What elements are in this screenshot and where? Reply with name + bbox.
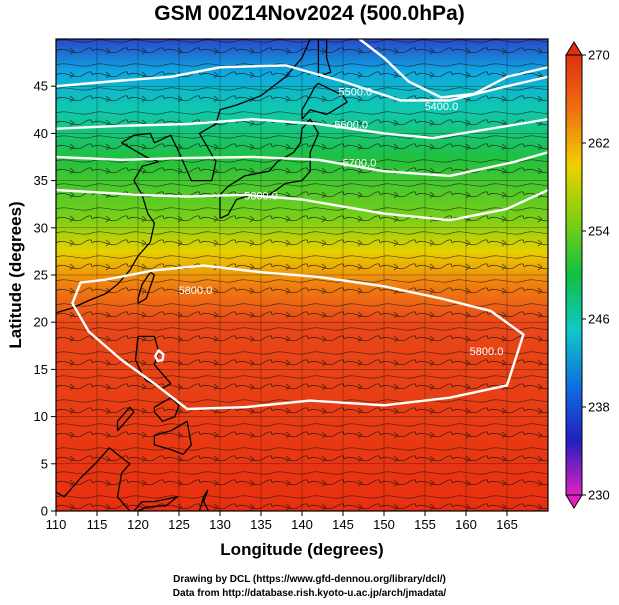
x-tick-label: 145 [332, 517, 354, 532]
y-tick-label: 10 [34, 409, 48, 424]
coastline-mindanao [153, 420, 192, 456]
contour-label: 5700.0 [343, 157, 377, 169]
contour-labels: 5800.0 5800.0 5800.0 5700.0 5600.0 5500.0 5400… [179, 87, 504, 359]
x-tick-label: 150 [373, 517, 395, 532]
x-axis-ticks: 110 115 120 125 130 135 140 145 150 155 160 165 [46, 511, 518, 532]
x-tick-label: 130 [209, 517, 231, 532]
contour-label: 5400.0 [425, 101, 459, 113]
credit-data-source: Data from http://database.rish.kyoto-u.a… [172, 588, 447, 599]
colorbar-tick-label: 254 [588, 224, 610, 239]
contour-5800-tropical [71, 264, 525, 411]
contour-label: 5800.0 [470, 346, 504, 358]
y-axis-ticks: 0 5 10 15 20 25 30 35 40 45 [34, 79, 56, 519]
y-tick-label: 5 [41, 456, 48, 471]
grid-lines [56, 39, 548, 511]
colorbar-tick-label: 270 [588, 48, 610, 63]
credit-drawing: Drawing by DCL (https://www.gfd-dennou.o… [173, 574, 446, 585]
colorbar-ticks: 230 238 246 254 262 270 [582, 48, 610, 503]
y-tick-label: 20 [34, 315, 48, 330]
contour-label: 5800.0 [179, 285, 213, 297]
contour-5700 [56, 151, 548, 178]
x-tick-label: 165 [496, 517, 518, 532]
y-tick-label: 45 [34, 79, 48, 94]
colorbar-max-arrow [565, 41, 583, 56]
colorbar-tick-label: 262 [588, 136, 610, 151]
x-tick-label: 110 [46, 517, 67, 532]
contour-5600 [56, 118, 548, 140]
height-contours [56, 39, 548, 411]
contour-5800-south [56, 188, 548, 222]
contour-5400 [358, 39, 548, 99]
colorbar-min-arrow [565, 494, 583, 509]
x-tick-label: 120 [127, 517, 149, 532]
colorbar-tick-label: 246 [588, 312, 610, 327]
y-tick-label: 15 [34, 362, 48, 377]
contour-label: 5800.0 [244, 190, 278, 202]
contour-5880 [154, 349, 165, 363]
coastline-sakhalin [317, 39, 332, 78]
coastline-asia [56, 39, 311, 314]
contour-label: 5500.0 [338, 87, 372, 99]
x-tick-label: 135 [250, 517, 272, 532]
contour-5500 [56, 64, 548, 102]
x-axis-title: Longitude (degrees) [220, 540, 383, 559]
coastline-palawan [116, 406, 135, 432]
coastline-hokkaido [301, 82, 348, 120]
coastline-luzon [134, 335, 172, 389]
x-tick-label: 155 [414, 517, 436, 532]
coastline-borneo [56, 447, 131, 511]
y-tick-label: 0 [41, 504, 48, 519]
coastline-halmahera [198, 489, 210, 511]
y-axis-title: Latitude (degrees) [6, 201, 25, 348]
x-tick-label: 125 [168, 517, 190, 532]
colorbar-tick-label: 230 [588, 488, 610, 503]
colorbar: 230 238 246 254 262 270 [565, 41, 610, 509]
contour-label: 5600.0 [334, 120, 368, 132]
figure-title: GSM 00Z14Nov2024 (500.0hPa) [154, 2, 465, 25]
y-tick-label: 40 [34, 126, 48, 141]
coastline-sulawesi [133, 496, 179, 511]
x-tick-label: 140 [291, 517, 313, 532]
x-tick-label: 160 [455, 517, 477, 532]
colorbar-tick-label: 238 [588, 400, 610, 415]
x-tick-label: 115 [87, 517, 108, 532]
y-tick-label: 35 [34, 173, 48, 188]
map-plot-area: 5800.0 5800.0 5800.0 5700.0 5600.0 5500.0 5400… [55, 38, 549, 512]
y-tick-label: 25 [34, 268, 48, 283]
colorbar-fill [565, 54, 583, 496]
y-tick-label: 30 [34, 220, 48, 235]
